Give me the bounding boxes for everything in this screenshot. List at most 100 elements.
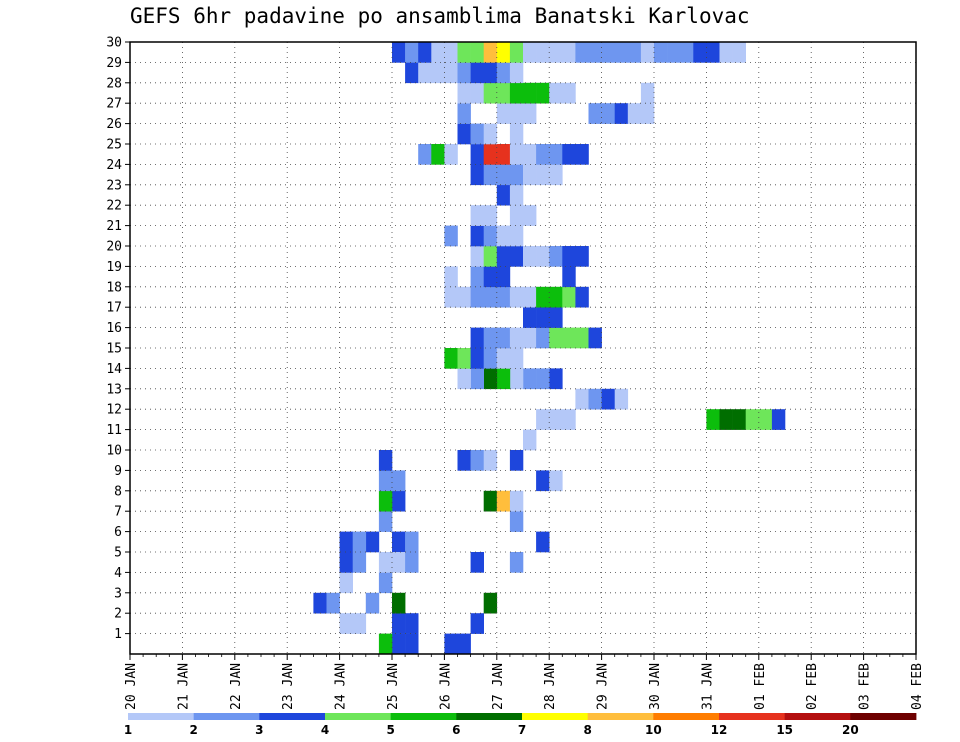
heatmap-cell xyxy=(549,409,563,430)
heatmap-cell xyxy=(392,490,406,512)
heatmap-cell xyxy=(392,42,406,63)
heatmap-cell xyxy=(601,388,615,410)
grid-layer xyxy=(130,42,916,654)
x-tick-label: 27 JAN xyxy=(491,663,506,710)
heatmap-cell xyxy=(509,62,524,84)
heatmap-cell xyxy=(509,205,524,226)
heatmap-cell xyxy=(562,266,576,288)
heatmap-cell xyxy=(627,42,642,63)
heatmap-cell xyxy=(470,123,484,145)
heatmap-cell xyxy=(667,42,681,63)
heatmap-cell xyxy=(392,470,406,492)
heatmap-cell xyxy=(536,164,550,186)
heatmap-cell xyxy=(483,490,498,512)
legend-label: 5 xyxy=(386,723,394,737)
heatmap-cell xyxy=(483,123,498,145)
heatmap-cell xyxy=(405,633,419,655)
heatmap-cell xyxy=(745,409,760,430)
legend-swatch xyxy=(522,713,589,720)
x-tick-label: 25 JAN xyxy=(386,663,401,710)
heatmap-cell xyxy=(523,205,537,226)
heatmap-cell xyxy=(470,164,484,186)
heatmap-cell xyxy=(523,429,537,451)
x-tick-label: 28 JAN xyxy=(543,663,558,710)
heatmap-cell xyxy=(405,552,419,573)
y-tick-label: 20 xyxy=(106,240,122,255)
heatmap-cell xyxy=(418,62,432,84)
heatmap-cell xyxy=(509,327,524,349)
heatmap-cell xyxy=(509,552,524,573)
heatmap-cell xyxy=(523,144,537,165)
heatmap-cell xyxy=(536,531,550,553)
heatmap-cell xyxy=(470,266,484,288)
y-tick-label: 9 xyxy=(114,464,122,479)
heatmap-cell xyxy=(523,42,537,63)
y-tick-label: 14 xyxy=(106,362,122,377)
heatmap-cell xyxy=(444,633,458,655)
heatmap-cell xyxy=(549,307,563,328)
heatmap-cell xyxy=(562,286,576,308)
heatmap-cell xyxy=(549,327,563,349)
heatmap-cell xyxy=(496,164,511,186)
legend-label: 15 xyxy=(776,723,793,737)
heatmap-cell xyxy=(509,184,524,206)
heatmap-cell xyxy=(693,42,707,63)
legend-swatch xyxy=(193,713,260,720)
heatmap-cell xyxy=(483,266,498,288)
x-tick-label: 01 FEB xyxy=(753,663,768,710)
heatmap-cell xyxy=(496,368,511,390)
heatmap-cell xyxy=(509,42,524,63)
heatmap-cell xyxy=(640,103,655,124)
heatmap-cell xyxy=(444,144,458,165)
heatmap-cell xyxy=(614,103,629,124)
heatmap-cell xyxy=(562,409,576,430)
legend-swatch xyxy=(784,713,851,720)
heatmap-cell xyxy=(601,103,615,124)
heatmap-cell xyxy=(536,42,550,63)
heatmap-cell xyxy=(470,613,484,634)
heatmap-cell xyxy=(405,613,419,634)
heatmap-cell xyxy=(523,327,537,349)
heatmap-cell xyxy=(562,246,576,267)
heatmap-cell xyxy=(509,511,524,532)
heatmap-cell xyxy=(536,246,550,267)
legend-label: 12 xyxy=(711,723,728,737)
heatmap-cell xyxy=(509,123,524,145)
heatmap-cell xyxy=(457,42,471,63)
heatmap-cell xyxy=(680,42,694,63)
y-tick-label: 11 xyxy=(106,423,122,438)
heatmap-cell xyxy=(496,246,511,267)
heatmap-cell xyxy=(496,286,511,308)
y-tick-label: 25 xyxy=(106,138,122,153)
heatmap-cell xyxy=(470,42,484,63)
heatmap-cell xyxy=(588,42,602,63)
heatmap-cell xyxy=(483,205,498,226)
heatmap-cell xyxy=(654,42,668,63)
legend-label: 1 xyxy=(124,723,132,737)
x-tick-label: 29 JAN xyxy=(596,663,611,710)
heatmap-cell xyxy=(483,450,498,471)
heatmap-cell xyxy=(444,286,458,308)
heatmap-cell xyxy=(509,103,524,124)
heatmap-cell xyxy=(509,450,524,471)
x-tick-label: 22 JAN xyxy=(229,663,244,710)
heatmap-cell xyxy=(575,388,589,410)
y-tick-label: 6 xyxy=(114,525,122,540)
x-tick-label: 21 JAN xyxy=(176,663,191,710)
y-tick-label: 30 xyxy=(106,36,122,51)
y-tick-label: 18 xyxy=(106,280,122,295)
heatmap-cell xyxy=(378,633,393,655)
legend-label: 20 xyxy=(842,723,859,737)
heatmap-cell xyxy=(457,123,471,145)
heatmap-cell xyxy=(549,246,563,267)
heatmap-cell xyxy=(575,144,589,165)
x-tick-label: 30 JAN xyxy=(648,663,663,710)
heatmap-cell xyxy=(536,286,550,308)
legend-label: 7 xyxy=(518,723,526,737)
heatmap-cell xyxy=(470,327,484,349)
y-tick-label: 26 xyxy=(106,117,122,132)
heatmap-cell xyxy=(444,62,458,84)
heatmap-cell xyxy=(496,266,511,288)
heatmap-cell xyxy=(470,286,484,308)
